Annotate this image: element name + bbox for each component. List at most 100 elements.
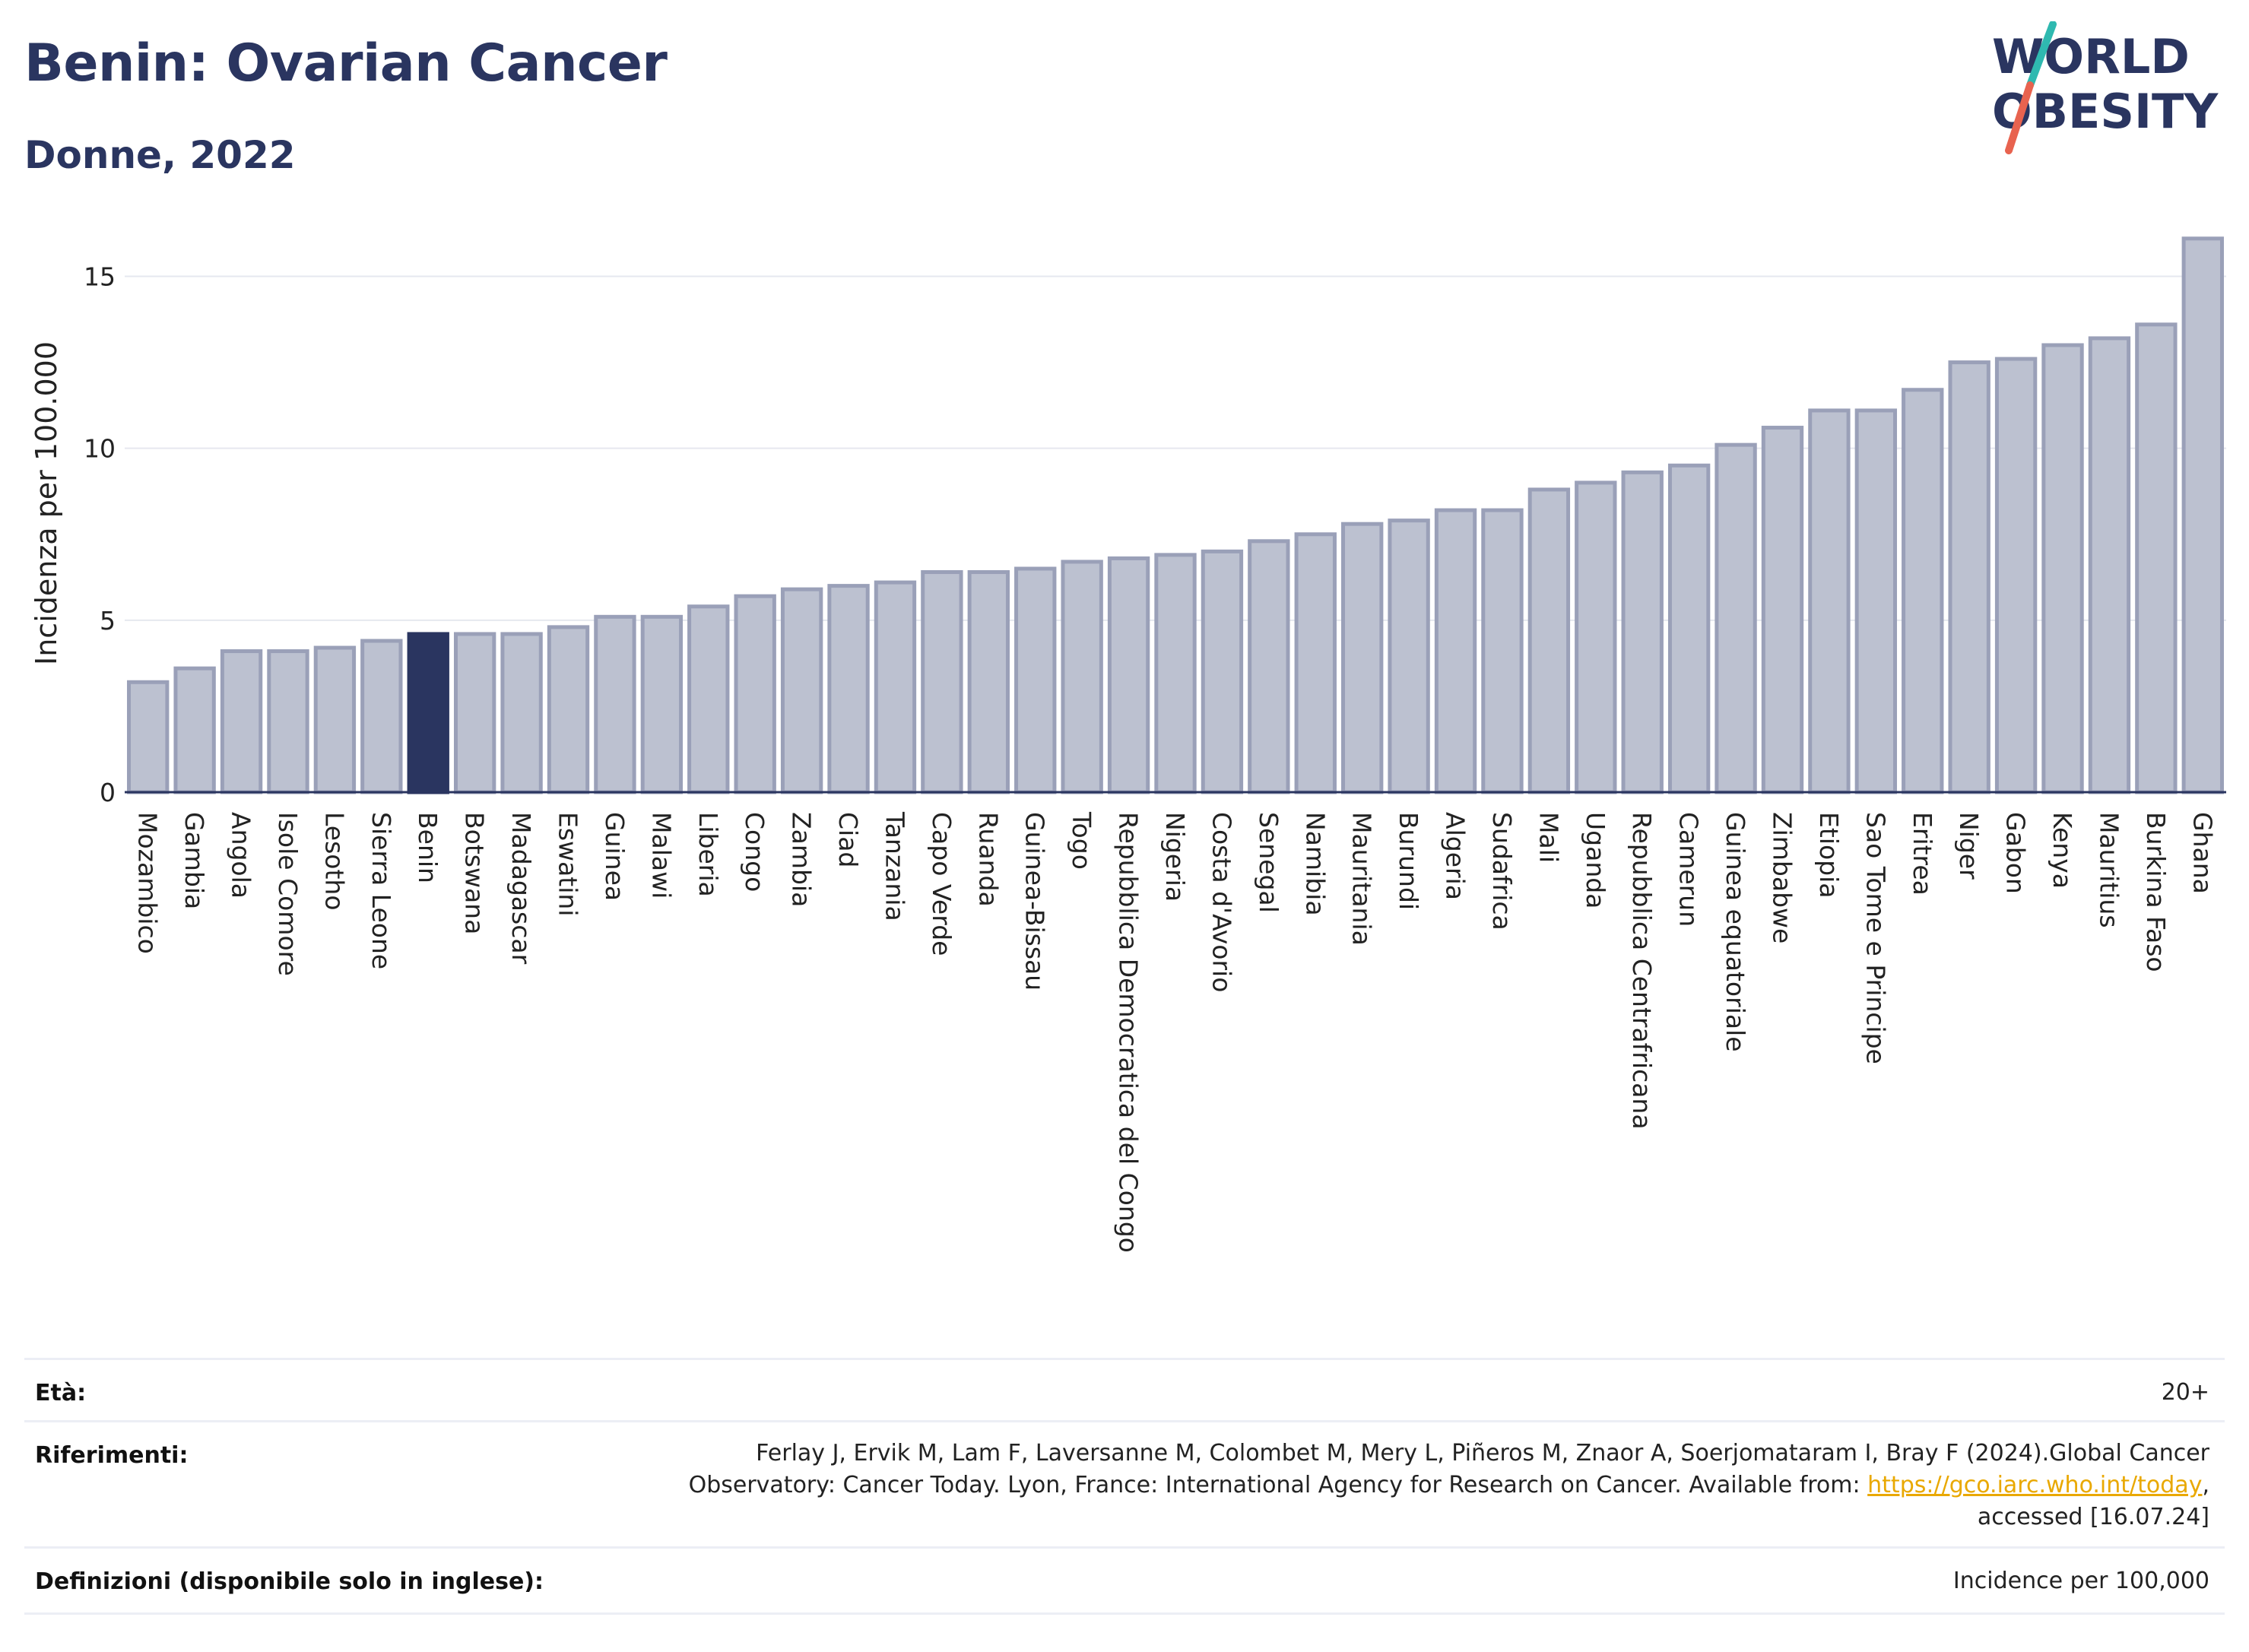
bar (2041, 343, 2084, 794)
x-tick-label: Repubblica Democratica del Congo (1114, 812, 1144, 1253)
bar (547, 625, 590, 794)
x-tick-label: Eswatini (554, 812, 583, 916)
x-tick-label: Guinea (600, 812, 630, 901)
bar (127, 680, 170, 794)
bar (313, 645, 357, 794)
y-tick-label: 10 (84, 434, 116, 464)
x-tick-label: Niger (1954, 812, 1984, 880)
x-tick-label: Mali (1534, 812, 1563, 863)
bar (1854, 408, 1898, 794)
bar (1061, 560, 1103, 794)
bar (1715, 442, 1757, 794)
x-tick-label: Botswana (460, 812, 490, 934)
bar (1481, 508, 1524, 794)
refs-line2-text: Observatory: Cancer Today. Lyon, France:… (688, 1472, 1868, 1498)
bar (220, 649, 263, 794)
x-tick-label: Camerun (1674, 812, 1704, 927)
bar (687, 604, 730, 794)
x-tick-label: Repubblica Centrafricana (1627, 812, 1657, 1130)
x-tick-label: Angola (227, 812, 256, 899)
x-axis-labels: Mozambico Gambia Angola Isole Comore Lesotho… (133, 811, 2218, 1253)
logo-line1: WORLD (1992, 29, 2190, 84)
x-tick-label: Malawi (646, 812, 676, 899)
x-tick-label: Zimbabwe (1767, 812, 1797, 943)
bar (1902, 388, 1944, 794)
x-tick-label: Algeria (1441, 812, 1470, 900)
bar-highlighted (407, 632, 449, 794)
bar (360, 639, 403, 794)
y-tick-label: 0 (100, 778, 116, 807)
x-tick-label: Zambia (787, 812, 817, 907)
x-tick-label: Etiopia (1814, 812, 1844, 899)
bar (1341, 522, 1384, 794)
bars (125, 236, 2226, 794)
x-tick-label: Namibia (1300, 812, 1330, 916)
bar (921, 570, 963, 794)
refs-line3: accessed [16.07.24] (1977, 1504, 2209, 1530)
x-tick-label: Lesotho (319, 812, 349, 911)
bar (267, 649, 309, 794)
x-tick-label: Sierra Leone (366, 812, 396, 969)
world-obesity-logo: WORLD OBESITY (1992, 21, 2219, 154)
x-tick-label: Congo (740, 812, 769, 892)
x-tick-label: Madagascar (506, 812, 536, 965)
bar (874, 580, 917, 794)
refs-line2: Observatory: Cancer Today. Lyon, France:… (689, 1470, 2209, 1501)
x-tick-label: Benin (413, 812, 443, 883)
footer-age-row: Età: 20+ (24, 1358, 2225, 1421)
logo-slash-coral (2005, 81, 2034, 154)
bar (594, 614, 636, 794)
x-tick-label: Togo (1067, 811, 1096, 870)
y-tick-label: 5 (100, 606, 116, 636)
defs-value: Incidence per 100,000 (1952, 1568, 2209, 1594)
x-tick-label: Sao Tome e Principe (1860, 812, 1890, 1064)
x-tick-label: Ruanda (973, 812, 1003, 907)
defs-label: Definizioni (disponibile solo in inglese… (35, 1568, 544, 1595)
age-label: Età: (35, 1380, 87, 1406)
chart-title: Benin: Ovarian Cancer (24, 33, 668, 94)
refs-link[interactable]: https://gco.iarc.who.int/today (1867, 1472, 2203, 1498)
bar (1575, 480, 1617, 794)
bar (1107, 556, 1150, 794)
chart-subtitle: Donne, 2022 (24, 133, 296, 177)
bar (173, 666, 216, 794)
x-tick-label: Mauritius (2094, 812, 2124, 928)
x-tick-label: Guinea equatoriale (1721, 812, 1750, 1052)
x-tick-label: Mauritania (1347, 812, 1377, 946)
y-axis-title: Incidenza per 100.000 (30, 341, 63, 665)
bar (1667, 463, 1711, 794)
x-tick-label: Isole Comore (273, 812, 303, 976)
bar (1201, 549, 1244, 794)
footer-refs-row: Riferimenti: Ferlay J, Ervik M, Lam F, L… (24, 1420, 2225, 1547)
bar (1761, 426, 1804, 794)
bar (2135, 322, 2178, 794)
bar (1621, 470, 1664, 794)
y-axis-ticks: 0 5 10 15 (84, 262, 116, 807)
bar (780, 587, 823, 794)
bar (827, 584, 870, 794)
x-tick-label: Costa d'Avorio (1207, 812, 1236, 992)
x-tick-label: Eritrea (1908, 812, 1937, 896)
x-tick-label: Nigeria (1160, 812, 1190, 902)
refs-label: Riferimenti: (35, 1442, 189, 1469)
x-tick-label: Tanzania (880, 811, 909, 921)
bar (734, 594, 776, 794)
footer-defs-row: Definizioni (disponibile solo in inglese… (24, 1546, 2225, 1615)
x-tick-label: Sudafrica (1487, 812, 1517, 931)
x-tick-label: Guinea-Bissau (1020, 812, 1050, 991)
bar (453, 632, 496, 794)
bar (1948, 360, 1990, 794)
bar (1248, 539, 1290, 794)
x-tick-label: Gambia (179, 812, 209, 909)
bar (2181, 236, 2224, 794)
x-tick-label: Liberia (693, 812, 723, 897)
x-tick-label: Gabon (2001, 812, 2031, 894)
bar (1994, 357, 2038, 794)
logo-slash-teal (2026, 21, 2057, 89)
bar (1154, 553, 1197, 794)
x-tick-label: Ciad (833, 812, 863, 867)
bar (1527, 487, 1571, 794)
x-tick-label: Burkina Faso (2141, 812, 2171, 972)
x-tick-label: Burundi (1394, 812, 1423, 910)
bar (1388, 518, 1430, 794)
